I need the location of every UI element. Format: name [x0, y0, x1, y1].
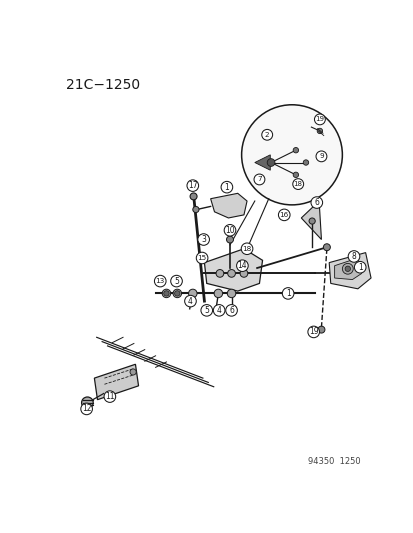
- Text: 4: 4: [216, 306, 221, 315]
- Circle shape: [241, 105, 342, 205]
- Circle shape: [316, 128, 322, 134]
- Circle shape: [227, 289, 235, 297]
- Circle shape: [226, 236, 233, 243]
- Circle shape: [164, 290, 169, 296]
- Circle shape: [354, 262, 365, 273]
- Circle shape: [347, 251, 359, 262]
- Text: 19: 19: [308, 327, 318, 336]
- Circle shape: [130, 369, 136, 375]
- Text: 11: 11: [105, 392, 114, 401]
- Circle shape: [344, 266, 350, 271]
- Text: 5: 5: [204, 306, 209, 315]
- Circle shape: [200, 304, 212, 316]
- Polygon shape: [301, 201, 320, 239]
- Circle shape: [292, 179, 303, 189]
- Circle shape: [266, 159, 274, 166]
- Circle shape: [241, 243, 252, 255]
- Circle shape: [221, 181, 232, 193]
- Text: 18: 18: [293, 181, 302, 187]
- Circle shape: [196, 252, 207, 264]
- Polygon shape: [254, 155, 270, 170]
- Circle shape: [342, 263, 352, 274]
- Circle shape: [216, 270, 223, 277]
- Text: 3: 3: [201, 235, 206, 244]
- Text: 14: 14: [237, 261, 247, 270]
- Circle shape: [261, 130, 272, 140]
- Text: 9: 9: [318, 154, 323, 159]
- Text: 16: 16: [279, 212, 288, 218]
- Circle shape: [104, 391, 115, 402]
- Circle shape: [184, 295, 196, 307]
- Text: 13: 13: [155, 278, 164, 284]
- Circle shape: [162, 289, 170, 297]
- Circle shape: [282, 288, 293, 299]
- Circle shape: [314, 114, 325, 125]
- Circle shape: [192, 206, 199, 213]
- Text: 21C−1250: 21C−1250: [66, 78, 140, 92]
- Circle shape: [236, 260, 248, 271]
- Text: 1: 1: [285, 289, 290, 298]
- Text: 12: 12: [82, 405, 91, 414]
- Circle shape: [213, 304, 224, 316]
- Polygon shape: [210, 193, 247, 218]
- Circle shape: [307, 326, 319, 338]
- Circle shape: [81, 403, 92, 415]
- Text: 1: 1: [357, 263, 362, 272]
- Circle shape: [227, 270, 235, 277]
- Circle shape: [315, 151, 326, 161]
- Polygon shape: [94, 364, 138, 400]
- Circle shape: [225, 304, 237, 316]
- Text: 1: 1: [224, 183, 229, 192]
- Text: 4: 4: [188, 297, 192, 305]
- Circle shape: [240, 270, 247, 277]
- Circle shape: [190, 193, 197, 200]
- Circle shape: [308, 218, 314, 224]
- Text: 8: 8: [351, 252, 356, 261]
- Circle shape: [292, 172, 298, 177]
- Text: 15: 15: [197, 255, 206, 261]
- Text: 5: 5: [174, 277, 178, 286]
- Circle shape: [154, 276, 166, 287]
- Circle shape: [174, 290, 180, 296]
- Circle shape: [278, 209, 290, 221]
- Circle shape: [214, 289, 222, 297]
- Circle shape: [292, 148, 298, 153]
- Text: 94350  1250: 94350 1250: [307, 457, 359, 466]
- Text: 7: 7: [256, 176, 261, 182]
- Text: 18: 18: [242, 246, 251, 252]
- Circle shape: [323, 244, 330, 251]
- Circle shape: [197, 234, 209, 245]
- Text: 19: 19: [315, 116, 324, 123]
- Circle shape: [254, 174, 264, 185]
- Text: 10: 10: [225, 226, 234, 235]
- Circle shape: [302, 160, 308, 165]
- Circle shape: [224, 224, 235, 236]
- Circle shape: [170, 276, 182, 287]
- Circle shape: [317, 326, 324, 333]
- Circle shape: [188, 289, 197, 297]
- Text: 17: 17: [188, 181, 197, 190]
- Text: 2: 2: [264, 132, 269, 138]
- Polygon shape: [328, 253, 370, 289]
- Circle shape: [81, 397, 93, 408]
- Polygon shape: [204, 249, 262, 291]
- Circle shape: [173, 289, 181, 297]
- Polygon shape: [334, 258, 361, 280]
- Text: 6: 6: [228, 306, 233, 315]
- Circle shape: [310, 197, 322, 208]
- Text: 6: 6: [313, 198, 318, 207]
- Circle shape: [187, 180, 198, 191]
